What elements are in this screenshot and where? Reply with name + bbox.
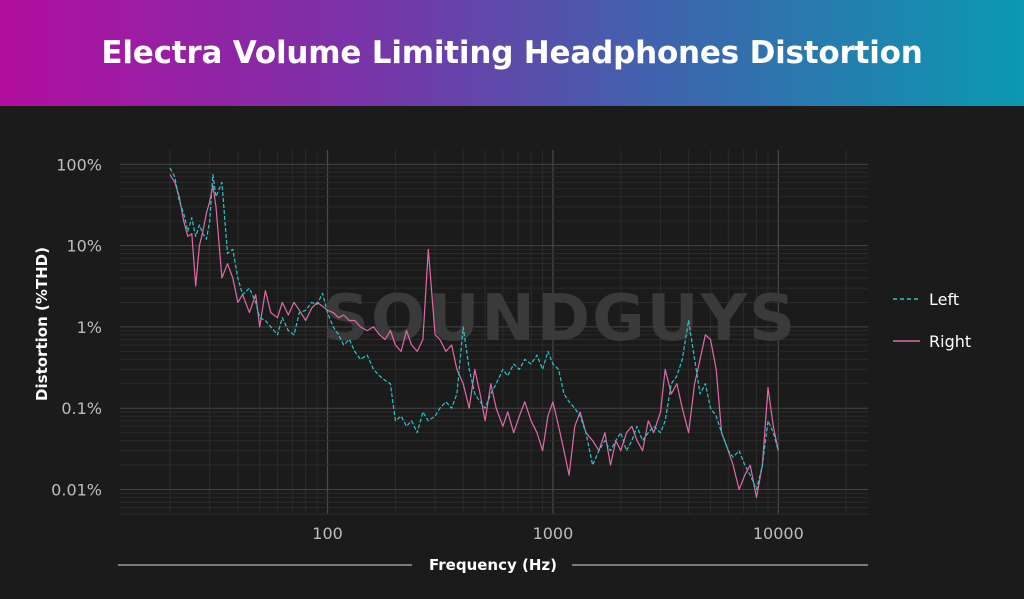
y-tick-label: 10% [66,237,102,256]
x-axis-ticks: 100 1000 10000 [312,524,803,543]
series-line-left [169,167,779,491]
series-line-right [169,174,779,498]
x-axis-label: Frequency (Hz) [429,556,557,574]
y-tick-label: 0.01% [51,481,102,500]
y-axis-label: Distortion (%THD) [33,247,51,401]
x-tick-label: 100 [312,524,343,543]
distortion-chart: SOUNDGUYS 100% 10% 1% 0.1% 0.01% 100 1000 1000… [33,150,971,574]
legend-label-left: Left [929,290,959,309]
grid [120,150,868,515]
legend-label-right: Right [929,332,971,351]
watermark: SOUNDGUYS [323,282,797,356]
y-axis-ticks: 100% 10% 1% 0.1% 0.01% [51,155,102,499]
title-banner: Electra Volume Limiting Headphones Disto… [0,0,1024,106]
y-tick-label: 0.1% [61,399,102,418]
x-tick-label: 1000 [533,524,574,543]
y-tick-label: 1% [77,318,102,337]
series-layer [169,167,779,498]
legend: Left Right [893,290,971,351]
chart-title: Electra Volume Limiting Headphones Disto… [101,35,923,71]
y-tick-label: 100% [56,155,102,174]
x-tick-label: 10000 [753,524,804,543]
